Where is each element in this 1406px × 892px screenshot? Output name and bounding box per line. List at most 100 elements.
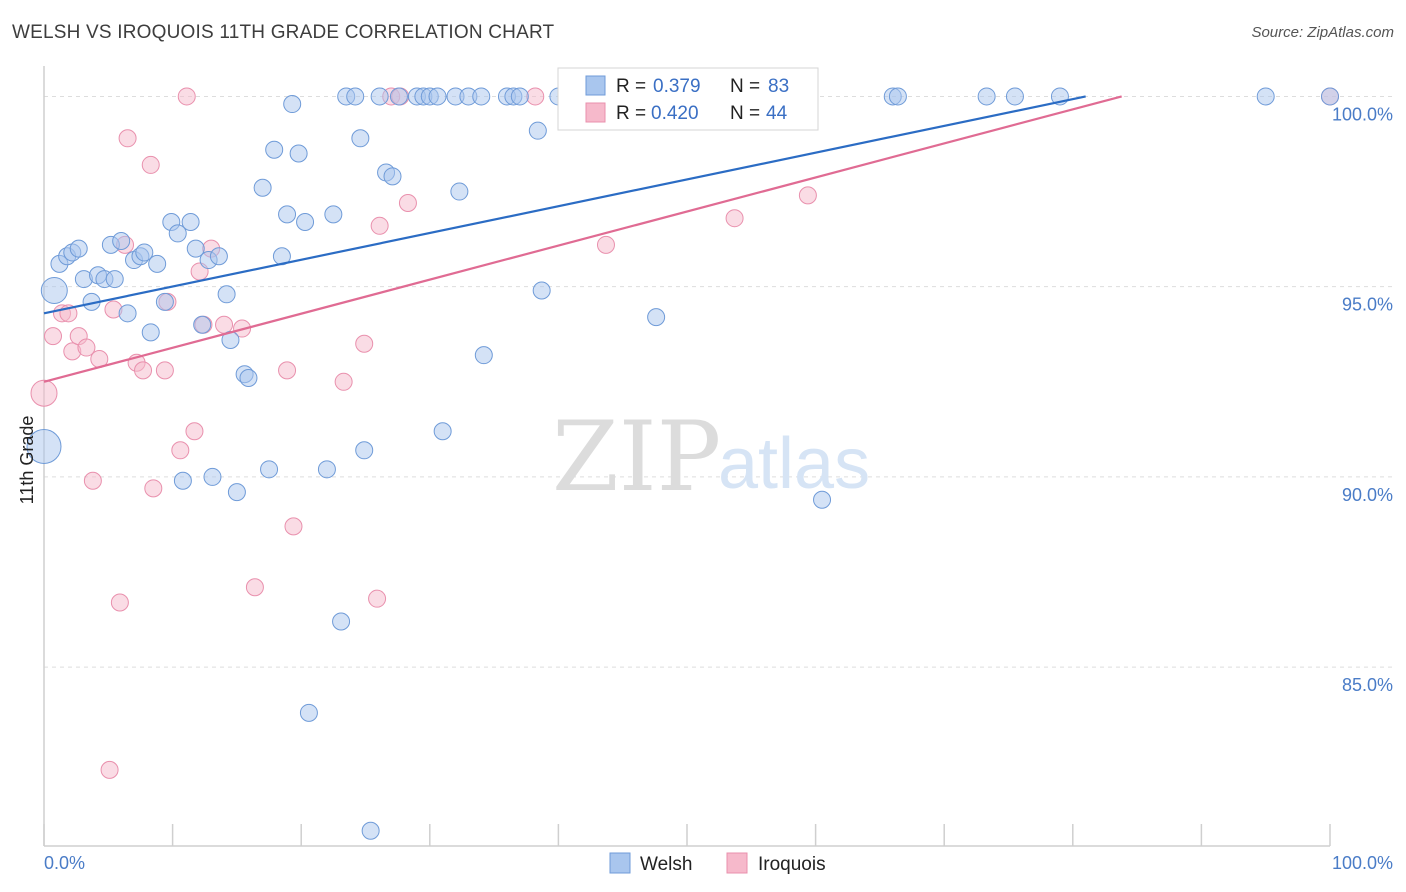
welsh-point: [1321, 87, 1339, 106]
welsh-point: [383, 167, 402, 186]
welsh-point: [528, 121, 547, 140]
welsh-point: [118, 304, 137, 323]
iroquois-point: [368, 589, 387, 608]
iroquois-point: [83, 471, 102, 490]
iroquois-legend-label: Iroquois: [758, 854, 826, 875]
welsh-n-value: 83: [768, 76, 789, 97]
welsh-point: [299, 703, 318, 722]
welsh-point: [317, 460, 336, 479]
welsh-point: [112, 232, 131, 251]
welsh-legend-swatch: [585, 75, 606, 96]
welsh-point: [532, 281, 551, 300]
welsh-r-label: R =: [616, 76, 646, 97]
watermark-atlas: atlas: [718, 424, 870, 504]
welsh-point: [428, 87, 447, 106]
welsh-point: [346, 87, 365, 106]
iroquois-point: [278, 361, 297, 380]
x-tick-label: 100.0%: [1332, 853, 1393, 873]
welsh-point: [332, 612, 351, 631]
x-tick-labels: 0.0% 100.0%: [44, 853, 1393, 873]
welsh-point: [168, 224, 187, 243]
welsh-point: [296, 213, 315, 231]
iroquois-point: [526, 87, 545, 106]
watermark: ZIP atlas: [552, 401, 870, 513]
welsh-point: [26, 428, 62, 464]
welsh-point: [1005, 87, 1024, 106]
iroquois-point: [370, 216, 389, 235]
y-tick-label: 100.0%: [1332, 104, 1393, 124]
welsh-point: [355, 441, 374, 460]
welsh-point: [105, 270, 124, 289]
y-tick-label: 95.0%: [1342, 295, 1393, 315]
iroquois-point: [185, 422, 204, 441]
iroquois-point: [134, 361, 153, 380]
welsh-point: [510, 87, 529, 106]
welsh-point: [472, 87, 491, 106]
welsh-point: [433, 422, 452, 441]
iroquois-point: [110, 593, 129, 612]
y-tick-label: 90.0%: [1342, 485, 1393, 505]
welsh-point: [209, 247, 228, 266]
iroquois-n-label: N =: [730, 103, 760, 124]
welsh-point: [203, 467, 222, 486]
welsh-point: [1256, 87, 1275, 106]
iroquois-bottom-swatch: [726, 852, 748, 874]
iroquois-point: [171, 441, 190, 460]
welsh-point: [283, 95, 302, 114]
welsh-point: [217, 285, 236, 304]
iroquois-n-value: 44: [766, 103, 788, 124]
welsh-point: [141, 323, 160, 342]
welsh-point: [813, 490, 832, 509]
welsh-point: [253, 178, 272, 197]
iroquois-point: [398, 193, 417, 212]
welsh-point: [186, 239, 205, 258]
welsh-r-value: 0.379: [653, 76, 701, 97]
iroquois-point: [245, 578, 264, 597]
welsh-point: [135, 243, 154, 262]
iroquois-r-label: R =: [616, 103, 646, 124]
trend-lines: [43, 95, 1122, 383]
y-tick-labels: 100.0% 95.0% 90.0% 85.0%: [1332, 104, 1393, 695]
iroquois-point: [100, 760, 119, 779]
iroquois-point: [155, 361, 174, 380]
welsh-point: [265, 140, 284, 159]
welsh-point: [474, 346, 493, 365]
watermark-zip: ZIP: [552, 401, 721, 513]
welsh-point: [278, 205, 297, 224]
y-tick-label: 85.0%: [1342, 675, 1393, 695]
welsh-legend-label: Welsh: [640, 854, 692, 875]
welsh-point: [155, 292, 174, 311]
welsh-point: [389, 87, 408, 106]
welsh-n-label: N =: [730, 76, 760, 97]
chart-title: WELSH VS IROQUOIS 11TH GRADE CORRELATION…: [12, 22, 555, 43]
iroquois-point: [118, 129, 137, 148]
x-tick-label: 0.0%: [44, 853, 85, 873]
y-axis-label: 11th Grade: [17, 416, 37, 505]
welsh-point: [148, 254, 167, 273]
iroquois-point: [141, 155, 160, 174]
welsh-point: [69, 239, 88, 258]
welsh-point: [361, 821, 380, 840]
welsh-point: [888, 87, 907, 106]
welsh-point: [181, 213, 200, 231]
welsh-point: [450, 182, 469, 201]
welsh-point: [351, 129, 370, 148]
iroquois-point: [334, 372, 353, 391]
welsh-point: [977, 87, 996, 106]
iroquois-r-value: 0.420: [651, 103, 699, 124]
iroquois-point: [77, 338, 96, 357]
iroquois-trend-line: [43, 95, 1122, 383]
iroquois-point: [725, 209, 744, 228]
welsh-point: [260, 460, 279, 479]
welsh-point: [647, 308, 666, 327]
welsh-point: [40, 276, 68, 304]
iroquois-point: [798, 186, 817, 205]
welsh-point: [370, 87, 389, 106]
iroquois-point: [30, 379, 58, 407]
stats-legend: R = 0.379 N = 83 R = 0.420 N = 44: [557, 67, 819, 131]
iroquois-point: [215, 315, 234, 334]
source-label: Source: ZipAtlas.com: [1251, 24, 1394, 41]
iroquois-point: [596, 235, 615, 254]
iroquois-point: [44, 327, 63, 346]
